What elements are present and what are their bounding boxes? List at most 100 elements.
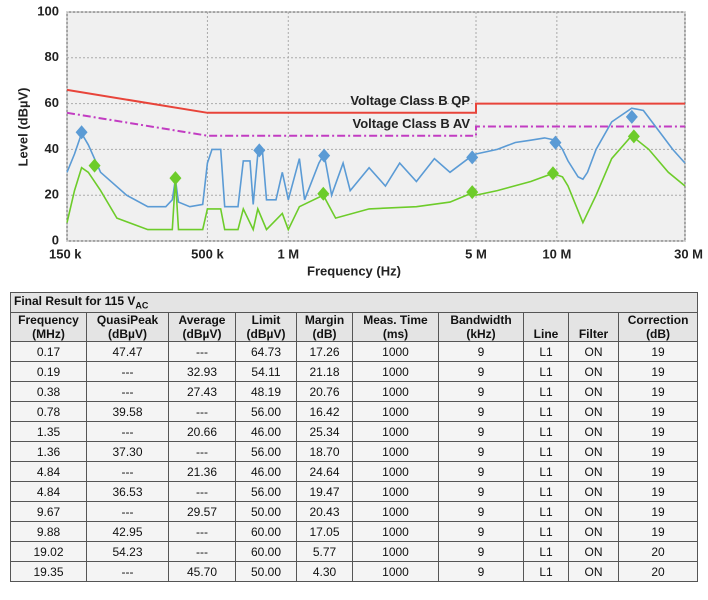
x-tick-label: 150 k	[49, 246, 82, 261]
table-cell: 1000	[352, 481, 439, 502]
table-cell: ---	[86, 501, 169, 522]
table-cell: L1	[523, 401, 569, 422]
column-header-text: Limit	[251, 313, 281, 327]
table-cell: 4.84	[10, 481, 87, 502]
column-header-text: Frequency	[18, 313, 79, 327]
x-tick-label: 1 M	[277, 246, 299, 261]
table-cell: L1	[523, 381, 569, 402]
marker	[466, 185, 479, 200]
table-cell: 20.76	[296, 381, 353, 402]
column-header: Filter	[568, 312, 619, 342]
table-cell: 27.43	[168, 381, 236, 402]
table-cell: 56.00	[235, 481, 297, 502]
column-header-text: (dB)	[312, 327, 337, 341]
y-tick-label: 20	[45, 187, 59, 202]
table-row: 0.38 --- 27.43 48.19 20.76 1000 9 L1 ON 19	[10, 381, 699, 402]
table-cell: 1.35	[10, 421, 87, 442]
column-header: Margin (dB)	[296, 312, 353, 342]
table-cell: 19	[617, 341, 699, 362]
table-cell: ---	[86, 361, 169, 382]
table-cell: 1.36	[10, 441, 87, 462]
column-header-text: (dBµV)	[182, 327, 222, 341]
table-cell: L1	[523, 341, 569, 362]
table-cell: L1	[523, 461, 569, 482]
table-cell: 9	[438, 401, 524, 422]
table-cell: 1000	[352, 381, 439, 402]
table-cell: 37.30	[86, 441, 169, 462]
column-header: Meas. Time (ms)	[352, 312, 439, 342]
table-cell: ---	[86, 461, 169, 482]
table-cell: ON	[568, 481, 619, 502]
table-cell: ---	[86, 381, 169, 402]
table-cell: ON	[568, 461, 619, 482]
y-tick-label: 80	[45, 49, 59, 64]
table-cell: 20.43	[296, 501, 353, 522]
column-header-text: Filter	[578, 327, 609, 341]
table-cell: 19	[617, 401, 699, 422]
table-row: 9.67 --- 29.57 50.00 20.43 1000 9 L1 ON 19	[10, 501, 699, 522]
marker	[466, 150, 479, 165]
table-cell: ON	[568, 361, 619, 382]
chart: Frequency (Hz) Level (dBµV) 0 20 40 60 80 100…	[15, 3, 703, 278]
table-cell: 1000	[352, 361, 439, 382]
table-cell: 4.30	[296, 561, 353, 582]
table-cell: 19	[617, 441, 699, 462]
table-cell: 9	[438, 361, 524, 382]
column-header-text: QuasiPeak	[96, 313, 159, 327]
table-cell: L1	[523, 441, 569, 462]
table-cell: 47.47	[86, 341, 169, 362]
table-cell: 1000	[352, 341, 439, 362]
table-cell: ON	[568, 501, 619, 522]
column-header-text: (dBµV)	[246, 327, 286, 341]
table-cell: 9	[438, 341, 524, 362]
table-cell: 19.47	[296, 481, 353, 502]
table-cell: 1000	[352, 461, 439, 482]
table-cell: L1	[523, 421, 569, 442]
column-header-text: (dB)	[646, 327, 671, 341]
table-cell: L1	[523, 481, 569, 502]
column-header: QuasiPeak (dBµV)	[86, 312, 169, 342]
table-row: 9.88 42.95 --- 60.00 17.05 1000 9 L1 ON 19	[10, 521, 699, 542]
table-cell: 9	[438, 521, 524, 542]
column-header-text: Correction	[627, 313, 689, 327]
column-header: Average (dBµV)	[168, 312, 236, 342]
column-header-text: Meas. Time	[363, 313, 428, 327]
table-cell: 0.19	[10, 361, 87, 382]
table-row: 1.35 --- 20.66 46.00 25.34 1000 9 L1 ON 19	[10, 421, 699, 442]
marker	[625, 109, 638, 124]
table-row: 0.19 --- 32.93 54.11 21.18 1000 9 L1 ON 19	[10, 361, 699, 382]
table-cell: 20	[617, 561, 699, 582]
column-header-text: Margin	[304, 313, 345, 327]
table-cell: ---	[86, 561, 169, 582]
table-cell: 48.19	[235, 381, 297, 402]
table-cell: 17.26	[296, 341, 353, 362]
table-cell: 1000	[352, 421, 439, 442]
table-cell: ON	[568, 521, 619, 542]
table-cell: 1000	[352, 501, 439, 522]
header-row: Frequency (MHz) QuasiPeak (dBµV) Average (dBµ…	[10, 312, 699, 342]
column-header: Bandwidth (kHz)	[438, 312, 524, 342]
table-cell: 29.57	[168, 501, 236, 522]
table-cell: L1	[523, 541, 569, 562]
y-tick-label: 100	[37, 3, 59, 18]
table-cell: 1000	[352, 561, 439, 582]
table-cell: 64.73	[235, 341, 297, 362]
table-cell: ON	[568, 541, 619, 562]
marker	[627, 129, 640, 144]
table-cell: ON	[568, 401, 619, 422]
marker	[75, 125, 88, 140]
column-header-text: (dBµV)	[108, 327, 147, 341]
table-cell: ---	[168, 541, 236, 562]
y-tick-label: 60	[45, 95, 59, 110]
table-cell: 19	[617, 421, 699, 442]
table-cell: 56.00	[235, 401, 297, 422]
table-cell: 50.00	[235, 561, 297, 582]
table-cell: 39.58	[86, 401, 169, 422]
table-cell: 32.93	[168, 361, 236, 382]
table-cell: 9	[438, 461, 524, 482]
table-cell: 9	[438, 561, 524, 582]
result-table: Final Result for 115 VAC Frequency (MHz) Q…	[9, 292, 699, 582]
column-header-text: (MHz)	[32, 327, 65, 341]
table-cell: 1000	[352, 541, 439, 562]
